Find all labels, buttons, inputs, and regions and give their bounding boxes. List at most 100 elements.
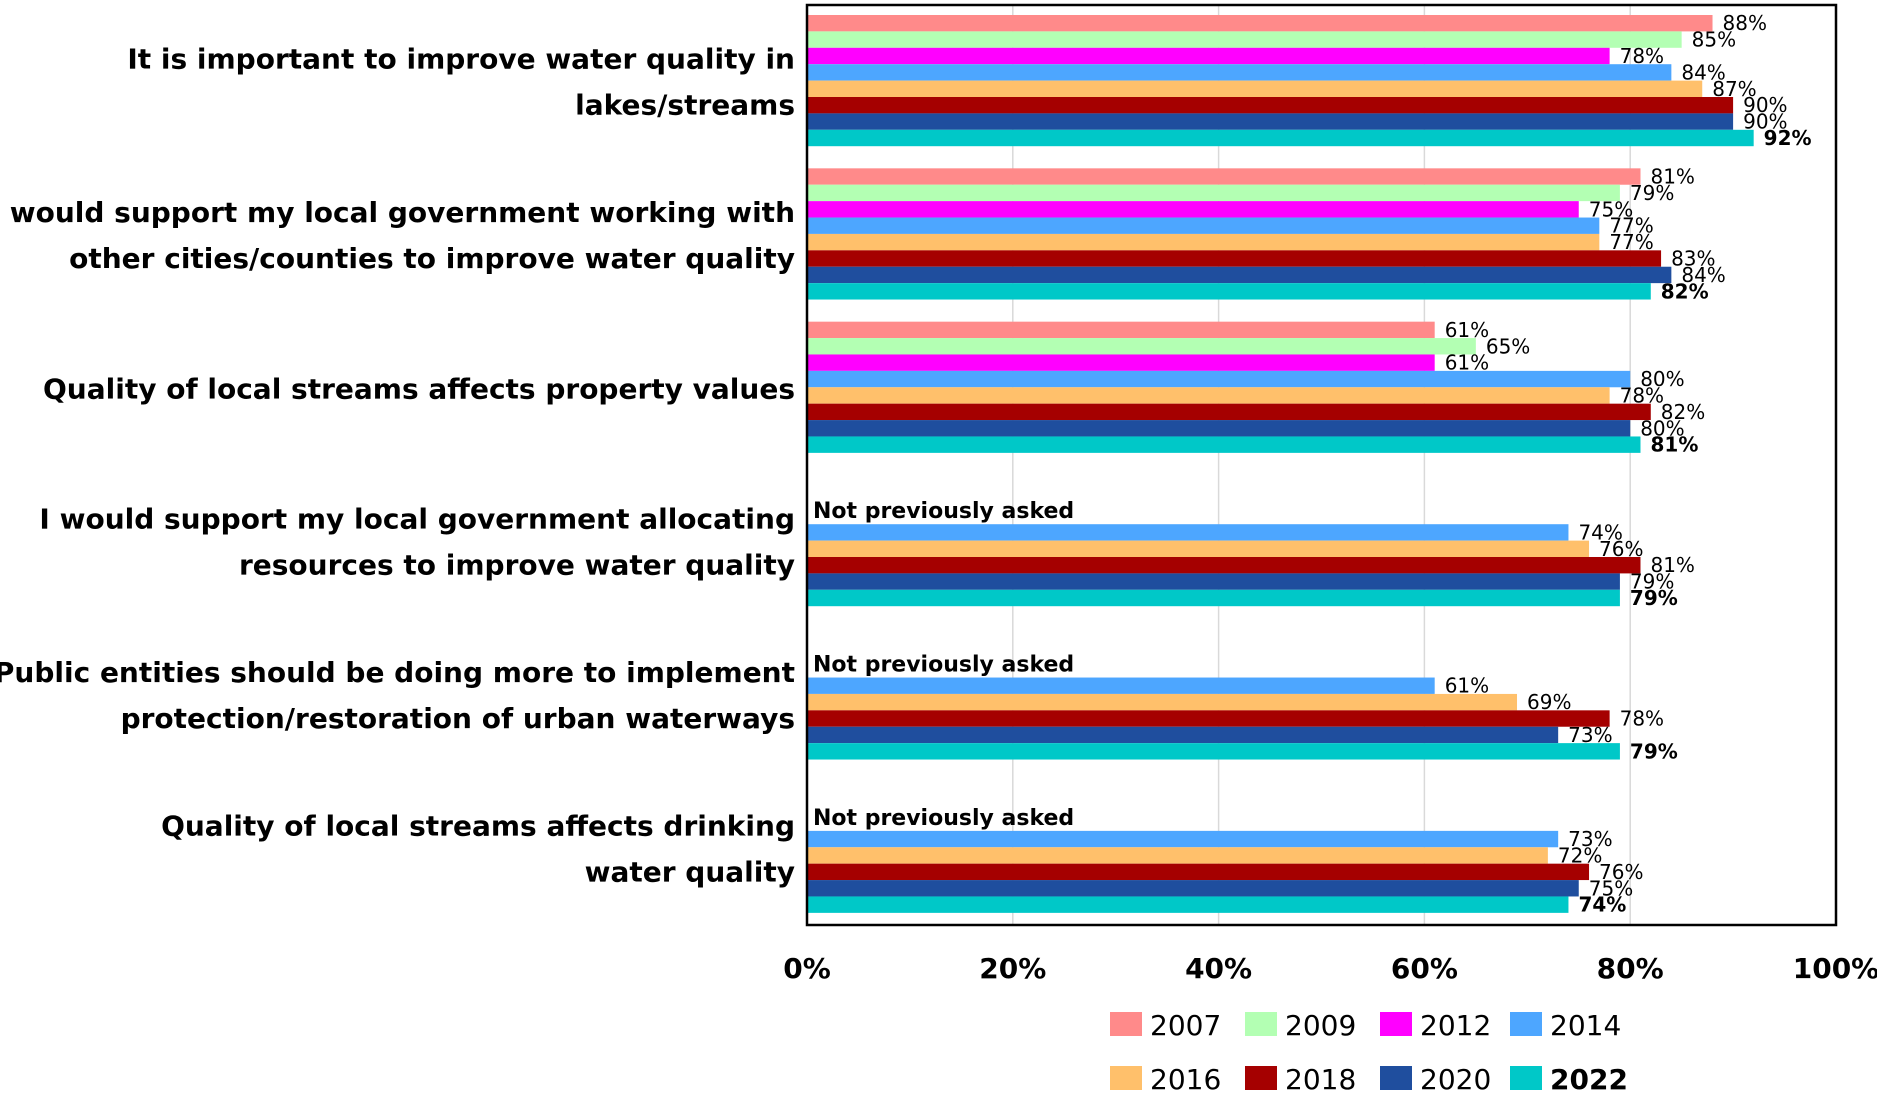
bar-2014-cat-2 xyxy=(807,217,1600,234)
category-label-6: Quality of local streams affects drinkin… xyxy=(161,809,795,888)
value-label-2016-cat-3: 78% xyxy=(1620,383,1664,407)
x-tick-label: 20% xyxy=(979,952,1046,985)
value-label-2009-cat-2: 79% xyxy=(1630,181,1674,205)
legend-swatch-2016 xyxy=(1110,1066,1142,1090)
bar-2022-cat-3 xyxy=(807,436,1641,453)
value-label-2018-cat-1: 90% xyxy=(1743,93,1787,117)
value-label-2012-cat-2: 75% xyxy=(1589,197,1633,221)
value-label-2014-cat-5: 61% xyxy=(1445,674,1489,698)
value-label-2018-cat-2: 83% xyxy=(1671,247,1715,271)
bar-2007-cat-2 xyxy=(807,168,1641,185)
bar-2009-cat-2 xyxy=(807,184,1620,202)
legend-swatch-2012 xyxy=(1380,1012,1412,1036)
bar-2016-cat-6 xyxy=(807,847,1548,864)
legend-label-2014: 2014 xyxy=(1550,1009,1621,1042)
bar-2018-cat-6 xyxy=(807,863,1590,881)
bar-2016-cat-4 xyxy=(807,540,1590,557)
legend-label-2016: 2016 xyxy=(1150,1063,1221,1096)
value-label-2020-cat-3: 80% xyxy=(1640,416,1684,440)
category-label-5: Public entities should be doing more to … xyxy=(0,656,795,735)
bar-2020-cat-3 xyxy=(807,420,1631,437)
category-label-4: I would support my local government allo… xyxy=(39,503,795,582)
legend-swatch-2018 xyxy=(1245,1066,1277,1090)
x-tick-label: 60% xyxy=(1391,952,1458,985)
bar-2014-cat-5 xyxy=(807,677,1435,694)
value-label-2007-cat-1: 88% xyxy=(1723,11,1767,35)
value-label-2018-cat-3: 82% xyxy=(1661,400,1705,424)
bar-2020-cat-4 xyxy=(807,573,1620,590)
x-tick-label: 0% xyxy=(783,952,831,985)
value-label-2014-cat-4: 74% xyxy=(1578,520,1622,544)
not-previously-asked-label: Not previously asked xyxy=(813,499,1074,524)
bar-2016-cat-3 xyxy=(807,387,1610,404)
bar-2007-cat-3 xyxy=(807,321,1435,339)
value-label-2018-cat-6: 76% xyxy=(1599,860,1643,884)
legend-swatch-2007 xyxy=(1110,1012,1142,1036)
category-label-line: resources to improve water quality xyxy=(239,549,795,582)
bar-2016-cat-1 xyxy=(807,80,1703,97)
value-label-2020-cat-6: 75% xyxy=(1589,876,1633,900)
bar-2018-cat-5 xyxy=(807,710,1610,727)
bar-2014-cat-1 xyxy=(807,64,1672,81)
x-tick-label: 80% xyxy=(1597,952,1664,985)
bar-2022-cat-4 xyxy=(807,589,1620,607)
category-label-line: other cities/counties to improve water q… xyxy=(69,242,795,275)
legend: 2007 2009 2012 2014 2016 2018 2020 2022 xyxy=(1110,1009,1628,1096)
value-label-2007-cat-2: 81% xyxy=(1650,165,1694,189)
legend-label-2012: 2012 xyxy=(1420,1009,1491,1042)
bar-2018-cat-2 xyxy=(807,250,1662,267)
legend-label-2022: 2022 xyxy=(1550,1063,1628,1096)
bar-2018-cat-1 xyxy=(807,97,1734,114)
bar-2020-cat-2 xyxy=(807,266,1672,284)
bar-2009-cat-3 xyxy=(807,338,1476,355)
not-previously-asked-label: Not previously asked xyxy=(813,806,1074,831)
legend-label-2020: 2020 xyxy=(1420,1063,1491,1096)
value-label-2020-cat-1: 90% xyxy=(1743,110,1787,134)
value-label-2016-cat-1: 87% xyxy=(1712,77,1756,101)
legend-swatch-2022 xyxy=(1510,1066,1542,1090)
value-label-2014-cat-2: 77% xyxy=(1609,214,1653,238)
category-label-line: I would support my local government allo… xyxy=(39,503,795,536)
value-label-2022-cat-6: 74% xyxy=(1578,893,1626,917)
value-label-2020-cat-2: 84% xyxy=(1681,263,1725,287)
category-label-line: water quality xyxy=(585,855,795,888)
bar-2009-cat-1 xyxy=(807,31,1682,48)
legend-swatch-2014 xyxy=(1510,1012,1542,1036)
value-label-2022-cat-4: 79% xyxy=(1630,586,1678,610)
value-label-2022-cat-2: 82% xyxy=(1661,279,1709,303)
bar-2016-cat-5 xyxy=(807,693,1518,711)
value-label-2016-cat-2: 77% xyxy=(1609,230,1653,254)
bar-2022-cat-2 xyxy=(807,283,1651,300)
value-label-2016-cat-4: 76% xyxy=(1599,537,1643,561)
value-label-2020-cat-4: 79% xyxy=(1630,570,1674,594)
bar-2014-cat-4 xyxy=(807,524,1569,541)
value-label-2018-cat-4: 81% xyxy=(1650,553,1694,577)
value-label-2009-cat-1: 85% xyxy=(1692,28,1736,52)
value-label-2014-cat-6: 73% xyxy=(1568,827,1612,851)
category-label-line: protection/restoration of urban waterway… xyxy=(121,702,795,735)
bar-2018-cat-4 xyxy=(807,557,1641,574)
bar-2020-cat-1 xyxy=(807,113,1734,130)
value-label-2012-cat-1: 78% xyxy=(1620,44,1664,68)
bar-2012-cat-2 xyxy=(807,201,1579,218)
category-label-line: Quality of local streams affects propert… xyxy=(43,372,795,405)
bar-2022-cat-5 xyxy=(807,743,1620,760)
legend-swatch-2009 xyxy=(1245,1012,1277,1036)
value-label-2012-cat-3: 61% xyxy=(1445,351,1489,375)
category-labels: It is important to improve water quality… xyxy=(0,43,795,889)
x-axis: 0% 20% 40% 60% 80% 100% xyxy=(783,3,1877,985)
value-label-2007-cat-3: 61% xyxy=(1445,318,1489,342)
value-labels: 88%85%78%84%87%90%90%92%81%79%75%77%77%8… xyxy=(813,11,1812,916)
category-label-line: lakes/streams xyxy=(575,89,795,122)
plot-border xyxy=(805,3,1838,927)
value-label-2016-cat-6: 72% xyxy=(1558,843,1602,867)
value-label-2014-cat-1: 84% xyxy=(1681,60,1725,84)
bars xyxy=(807,15,1754,913)
legend-label-2009: 2009 xyxy=(1285,1009,1356,1042)
legend-swatch-2020 xyxy=(1380,1066,1412,1090)
legend-label-2018: 2018 xyxy=(1285,1063,1356,1096)
bar-2007-cat-1 xyxy=(807,15,1713,32)
gridlines xyxy=(1012,5,1631,925)
category-label-1: It is important to improve water quality… xyxy=(127,43,795,122)
